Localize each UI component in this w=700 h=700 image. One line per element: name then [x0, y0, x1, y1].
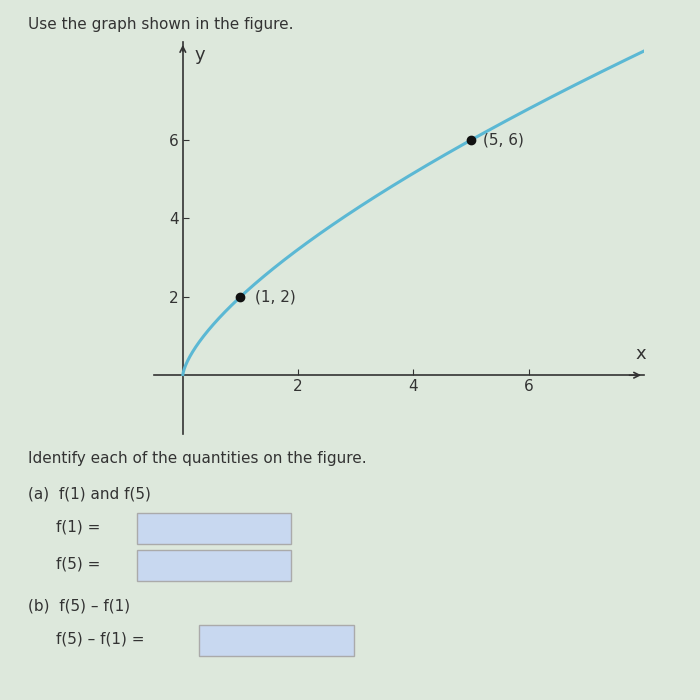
Text: y: y: [195, 46, 205, 64]
Text: (b)  f(5) – f(1): (b) f(5) – f(1): [28, 598, 130, 613]
Text: (1, 2): (1, 2): [255, 289, 295, 304]
Text: Identify each of the quantities on the figure.: Identify each of the quantities on the f…: [28, 452, 367, 466]
Text: x: x: [636, 345, 646, 363]
Text: f(1) =: f(1) =: [56, 519, 100, 534]
Text: (a)  f(1) and f(5): (a) f(1) and f(5): [28, 486, 151, 501]
Text: Use the graph shown in the figure.: Use the graph shown in the figure.: [28, 18, 293, 32]
Text: (5, 6): (5, 6): [482, 132, 524, 148]
Text: f(5) – f(1) =: f(5) – f(1) =: [56, 631, 144, 646]
Text: f(5) =: f(5) =: [56, 556, 100, 571]
